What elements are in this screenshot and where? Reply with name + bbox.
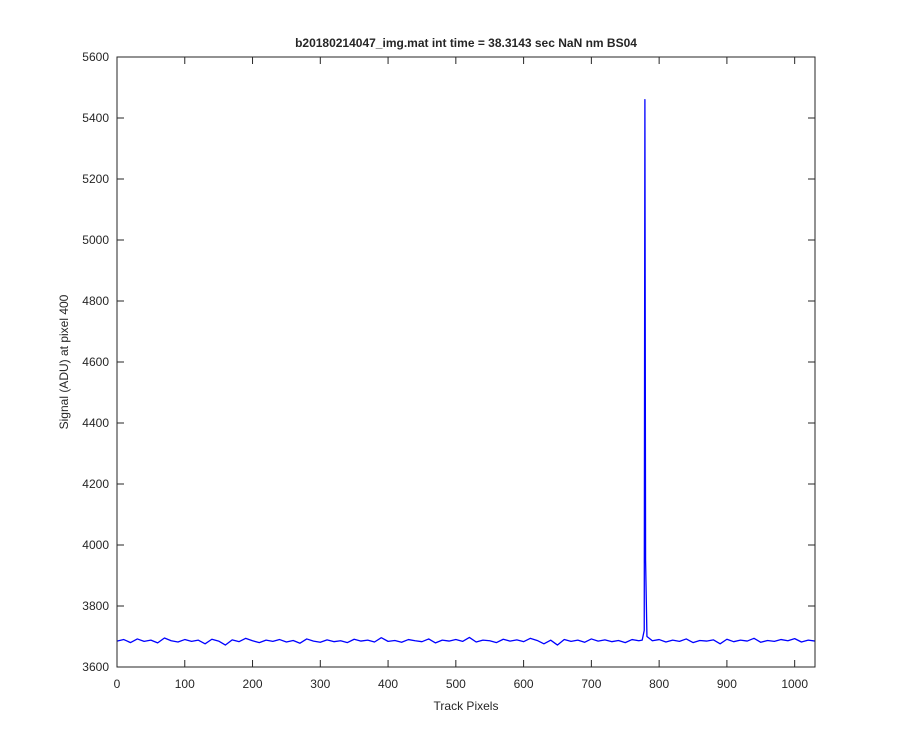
y-tick-label: 5000 [82, 233, 109, 247]
y-tick-label: 4200 [82, 477, 109, 491]
chart-title: b20180214047_img.mat int time = 38.3143 … [295, 36, 637, 50]
x-tick-label: 100 [175, 677, 195, 691]
x-tick-label: 700 [581, 677, 601, 691]
plot-area: 0 100 200 300 400 500 600 700 800 900 1000 3600 3800… [82, 50, 816, 691]
y-tick-label: 5600 [82, 50, 109, 64]
y-tick-label: 3800 [82, 599, 109, 613]
y-axis-label: Signal (ADU) at pixel 400 [57, 294, 71, 429]
x-tick-label: 1000 [781, 677, 808, 691]
x-tick-label: 800 [649, 677, 669, 691]
y-tick-label: 3600 [82, 660, 109, 674]
x-tick-label: 200 [243, 677, 263, 691]
x-tick-label: 400 [378, 677, 398, 691]
x-tick-label: 0 [114, 677, 121, 691]
y-tick-label: 4600 [82, 355, 109, 369]
x-tick-label: 300 [310, 677, 330, 691]
y-tick-label: 5400 [82, 111, 109, 125]
x-tick-label: 500 [446, 677, 466, 691]
x-tick-label: 600 [514, 677, 534, 691]
y-tick-label: 4800 [82, 294, 109, 308]
x-axis-label: Track Pixels [434, 699, 499, 713]
y-tick-label: 5200 [82, 172, 109, 186]
y-tick-label: 4400 [82, 416, 109, 430]
x-tick-label: 900 [717, 677, 737, 691]
data-line [116, 99, 816, 646]
axes-box [116, 56, 816, 668]
y-tick-label: 4000 [82, 538, 109, 552]
